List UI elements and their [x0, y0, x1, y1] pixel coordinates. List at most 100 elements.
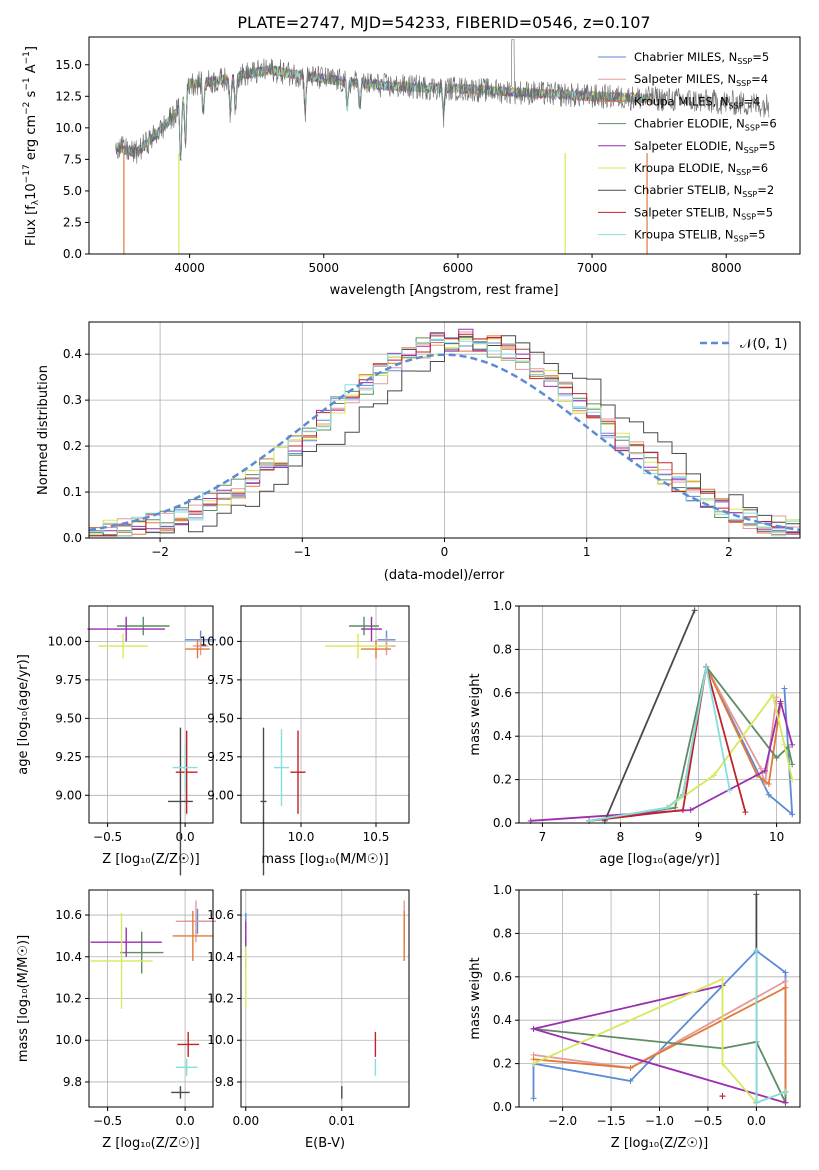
residual-hist-salpeter-stelib [89, 333, 800, 537]
errorbar-chabrier-elodie [349, 616, 379, 636]
series-marker [782, 969, 789, 976]
xtick-label: 10.0 [288, 830, 315, 844]
spectrum-ytick-label: 10.0 [55, 121, 82, 135]
axes-frame [518, 605, 801, 824]
errorbar-kroupa-stelib [175, 1059, 198, 1076]
residual-histograms [88, 328, 801, 537]
residual-panel: −2 −1 0 1 2 0.0 0.1 0.2 0.3 0.4 (data-model)/erro… [36, 321, 801, 583]
series-marker [719, 1060, 726, 1067]
series-line [589, 664, 794, 822]
axes-frame [88, 889, 214, 1108]
legend-label-salpeter-elodie: Salpeter ELODIE, NSSP=5 [634, 139, 776, 155]
residual-xlabel: (data-model)/error [384, 568, 505, 583]
series-marker [782, 978, 789, 985]
errorbar-chabrier-elodie [120, 931, 164, 974]
series-salpeter-elodie [527, 698, 796, 824]
residual-ticks: −2 −1 0 1 2 0.0 0.1 0.2 0.3 0.4 [63, 347, 733, 559]
series-marker [785, 744, 792, 751]
residual-legend: 𝒩(0, 1) [700, 337, 787, 352]
spectrum-ticks: 4000 5000 6000 7000 8000 0.0 2.5 5.0 7.5 10.0 12.5… [55, 58, 741, 275]
series-marker [530, 1095, 537, 1102]
ytick-label: 0.4 [493, 729, 512, 743]
residual-ytick-label: 0.1 [63, 485, 82, 499]
spectrum-lines [115, 39, 770, 254]
residual-ytick-label: 0.2 [63, 439, 82, 453]
errorbar-chabrier-stelib [168, 727, 193, 876]
xtick-label: 10 [769, 830, 784, 844]
residual-hist-chabrier-miles [89, 337, 800, 537]
errorbar-kroupa-elodie [98, 633, 148, 659]
errorbar-chabrier-elodie [116, 616, 170, 636]
legend-label-chabrier-miles: Chabrier MILES, NSSP=5 [634, 50, 769, 66]
axes-frame [88, 605, 214, 824]
spectrum-xtick-label: 4000 [174, 261, 205, 275]
spectrum-ylabel: Flux [fλ10−17 erg cm−2 s−1 A−1] [22, 46, 41, 246]
spectrum-xtick-label: 5000 [308, 261, 339, 275]
ytick-label: 0.6 [493, 686, 512, 700]
small-panels: −0.5 0.0 9.00 9.25 9.50 9.75 10.00 Z [log₁₀(Z/Z… [16, 599, 801, 1151]
xtick-label: 7 [539, 830, 547, 844]
xtick-label: −0.5 [93, 830, 122, 844]
ytick-label: 9.75 [207, 673, 234, 687]
errorbar-kroupa-miles [172, 910, 213, 961]
xlabel: mass [log₁₀(M/M☉)] [261, 852, 388, 867]
weight_vs_age-panel: 7 8 9 10 0.0 0.2 0.4 0.6 0.8 1.0 age [log₁₀(age/yr… [468, 599, 801, 867]
series-marker [726, 787, 733, 794]
xtick-label: 0.0 [176, 1114, 195, 1128]
residual-xtick-label: −2 [151, 545, 169, 559]
ytick-label: 0.6 [493, 970, 512, 984]
ytick-label: 10.00 [48, 634, 82, 648]
ytick-label: 10.0 [55, 1033, 82, 1047]
series-marker [753, 891, 760, 898]
series-marker [789, 776, 796, 783]
legend-label-salpeter-miles: Salpeter MILES, NSSP=4 [634, 72, 768, 88]
series-marker [530, 1060, 537, 1067]
series-marker [781, 685, 788, 692]
series-marker [691, 607, 698, 614]
series-marker [703, 663, 710, 670]
spectrum-ytick-label: 2.5 [63, 215, 82, 229]
series-marker [781, 741, 788, 748]
ytick-label: 0.2 [493, 773, 512, 787]
ytick-label: 10.2 [207, 992, 234, 1006]
ytick-label: 10.4 [55, 950, 82, 964]
legend-label-chabrier-elodie: Chabrier ELODIE, NSSP=6 [634, 117, 777, 133]
ytick-label: 1.0 [493, 599, 512, 613]
series-marker [530, 1025, 537, 1032]
series-marker [679, 806, 686, 813]
spectrum-ytick-label: 15.0 [55, 58, 82, 72]
series-salpeter-miles [586, 663, 780, 824]
xtick-label: 0.0 [747, 1114, 766, 1128]
xtick-label: −0.5 [693, 1114, 722, 1128]
residual-xtick-label: 0 [441, 545, 449, 559]
ytick-label: 0.2 [493, 1057, 512, 1071]
ylabel: mass weight [468, 957, 483, 1039]
residual-xtick-label: −1 [293, 545, 311, 559]
axes-frame [518, 889, 801, 1108]
series-marker [782, 1099, 789, 1106]
xtick-label: −1.5 [596, 1114, 625, 1128]
xtick-label: −2.0 [548, 1114, 577, 1128]
ytick-label: 9.75 [55, 673, 82, 687]
xlabel: Z [log₁₀(Z/Z☉)] [102, 1136, 199, 1151]
ytick-label: 10.6 [207, 908, 234, 922]
series-marker [687, 806, 694, 813]
series-marker [672, 804, 679, 811]
ytick-label: 9.50 [207, 711, 234, 725]
ytick-label: 0.0 [493, 816, 512, 830]
xtick-label: −1.0 [645, 1114, 674, 1128]
series-chabrier-elodie [586, 663, 796, 824]
series-marker [711, 772, 718, 779]
ytick-label: 9.8 [63, 1075, 82, 1089]
spectrum-xtick-label: 6000 [443, 261, 474, 275]
series-marker [627, 1064, 634, 1071]
errorbar-chabrier-stelib [260, 727, 267, 876]
residual-ytick-label: 0.3 [63, 393, 82, 407]
series-salpeter-stelib [719, 1093, 726, 1100]
series-marker [679, 791, 686, 798]
spectrum-ytick-label: 0.0 [63, 247, 82, 261]
spectrum-legend: Chabrier MILES, NSSP=5 Salpeter MILES, NS… [598, 50, 777, 244]
errorbar-salpeter-stelib [177, 1031, 200, 1057]
spectrum-xlabel: wavelength [Angstrom, rest frame] [330, 283, 559, 298]
ytick-label: 10.2 [55, 992, 82, 1006]
